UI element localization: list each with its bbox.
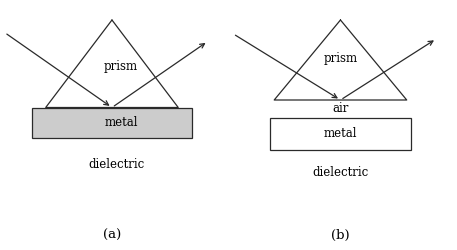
Text: air: air [332, 102, 349, 115]
Text: metal: metal [104, 116, 138, 129]
Text: dielectric: dielectric [312, 166, 369, 179]
Bar [32, 108, 192, 138]
Text: prism: prism [104, 60, 138, 73]
Text: (a): (a) [103, 228, 121, 241]
Bar [270, 118, 411, 150]
Text: metal: metal [324, 127, 357, 140]
Text: prism: prism [324, 52, 357, 65]
Text: (b): (b) [331, 228, 350, 241]
Text: dielectric: dielectric [88, 158, 145, 172]
